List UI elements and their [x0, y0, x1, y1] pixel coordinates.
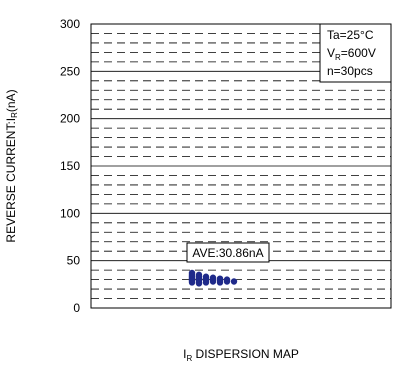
data-point	[223, 278, 231, 285]
condition-temperature: Ta=25°C	[327, 28, 374, 42]
y-axis-title-sub: R	[10, 112, 19, 118]
data-point	[209, 278, 217, 285]
data-points	[188, 269, 238, 287]
grid	[91, 33, 391, 299]
y-tick-label: 200	[60, 112, 80, 126]
average-label: AVE:30.86nA	[192, 246, 263, 260]
plot-frame	[90, 23, 392, 309]
y-tick-label: 0	[73, 301, 80, 315]
y-axis-title-main: REVERSE CURRENT:I	[4, 118, 18, 243]
condition-voltage: VR=600V	[327, 46, 376, 62]
average-annotation: AVE:30.86nA	[186, 242, 270, 263]
y-tick-label: 250	[60, 64, 80, 78]
y-tick-labels: 0 50 100 150 200 250 300	[60, 17, 80, 315]
data-point	[195, 280, 203, 287]
conditions-box-frame	[319, 23, 392, 83]
y-tick-label: 300	[60, 17, 80, 31]
average-annotation-frame	[186, 242, 270, 263]
y-tick-label: 50	[67, 254, 81, 268]
condition-sample-count: n=30pcs	[327, 64, 373, 78]
data-point	[188, 279, 196, 286]
conditions-box: Ta=25°C VR=600V n=30pcs	[319, 23, 392, 83]
y-axis-title: REVERSE CURRENT:IR(nA)	[4, 89, 19, 242]
x-axis-title-rest: DISPERSION MAP	[192, 347, 299, 361]
x-axis-title-main: I	[183, 347, 186, 361]
condition-voltage-rest: =600V	[341, 46, 376, 60]
condition-voltage-sub: R	[335, 53, 341, 62]
x-axis-title: IR DISPERSION MAP	[183, 347, 299, 363]
data-point	[230, 278, 238, 285]
data-point	[216, 279, 224, 286]
condition-voltage-main: V	[327, 46, 335, 60]
data-point	[202, 279, 210, 286]
y-axis-title-unit: (nA)	[4, 89, 18, 112]
x-axis-title-sub: R	[186, 354, 192, 363]
y-tick-label: 100	[60, 206, 80, 220]
y-tick-label: 150	[60, 159, 80, 173]
